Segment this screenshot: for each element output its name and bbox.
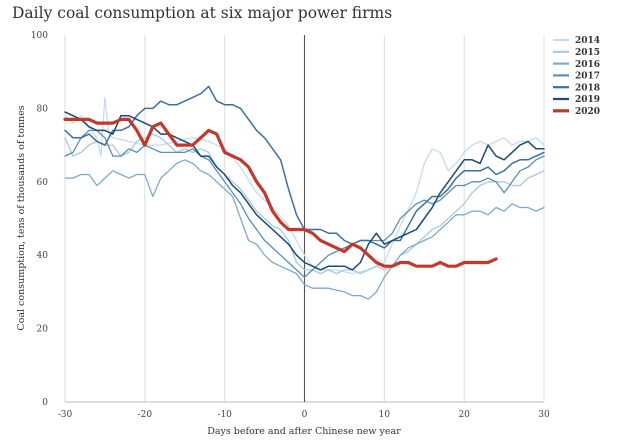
- y-tick-label: 60: [37, 178, 49, 188]
- chart-title: Daily coal consumption at six major powe…: [12, 4, 393, 22]
- grid-lines: [64, 35, 545, 403]
- legend-label-2017: 2017: [575, 72, 600, 82]
- legend-label-2014: 2014: [575, 36, 600, 46]
- x-tick-label: -20: [138, 410, 153, 420]
- series-lines: [63, 85, 545, 300]
- y-tick-label: 40: [37, 251, 49, 261]
- x-tick-label: 20: [458, 410, 470, 420]
- y-axis-ticks: 0 20 40 60 80 100: [31, 31, 48, 408]
- legend-label-2018: 2018: [575, 83, 600, 93]
- legend-label-2015: 2015: [575, 48, 600, 58]
- x-tick-label: 30: [538, 410, 550, 420]
- series-line-2016: [64, 159, 545, 300]
- y-axis-label: Coal consumption, tens of thousands of t…: [16, 105, 27, 330]
- y-tick-label: 0: [42, 398, 48, 408]
- x-axis-label: Days before and after Chinese new year: [207, 426, 401, 437]
- x-tick-label: 10: [379, 410, 391, 420]
- y-tick-label: 20: [37, 325, 49, 335]
- x-tick-label: 0: [302, 410, 308, 420]
- x-axis-ticks: -30 -20 -10 0 10 20 30: [58, 410, 550, 420]
- series-line-2019: [64, 111, 545, 271]
- series-line-2015: [64, 133, 545, 275]
- y-tick-label: 80: [37, 104, 49, 114]
- y-tick-label: 100: [31, 31, 48, 41]
- x-tick-label: -30: [58, 410, 73, 420]
- legend-label-2019: 2019: [575, 95, 600, 105]
- series-line-2020: [63, 117, 498, 268]
- legend-label-2016: 2016: [575, 60, 600, 70]
- x-tick-label: -10: [217, 410, 232, 420]
- legend-label-2020: 2020: [575, 107, 600, 117]
